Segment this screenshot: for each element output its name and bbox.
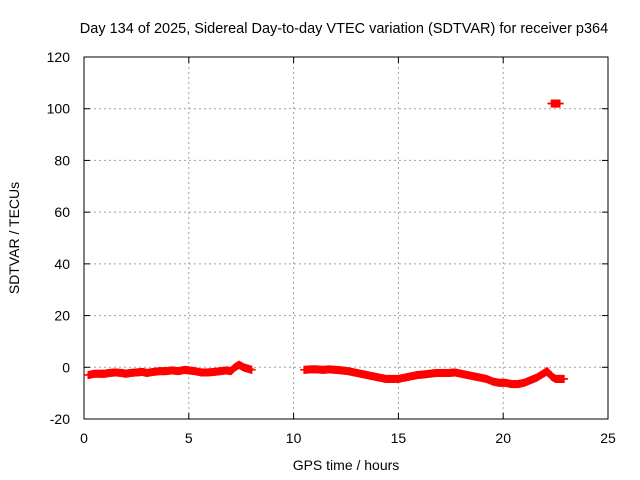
data-points: [84, 99, 568, 389]
data-point: [555, 99, 564, 108]
y-tick-label: 80: [54, 152, 70, 168]
y-tick-label: 120: [47, 49, 71, 65]
y-tick-label: 40: [54, 256, 70, 272]
x-axis-label: GPS time / hours: [293, 457, 400, 473]
y-tick-label: 100: [47, 101, 71, 117]
x-tick-label: 5: [185, 430, 193, 446]
x-tick-label: 10: [286, 430, 302, 446]
y-tick-label: 0: [62, 359, 70, 375]
y-tick-label: 20: [54, 308, 70, 324]
data-point: [559, 374, 568, 383]
y-axis-label: SDTVAR / TECUs: [6, 182, 22, 294]
data-point: [247, 365, 256, 374]
y-tick-label: -20: [50, 411, 70, 427]
x-tick-label: 20: [495, 430, 511, 446]
axis-ticks: 0 5 10 15 20 25 -20 0 20 40 60 80 100 120: [47, 49, 616, 446]
x-tick-label: 0: [80, 430, 88, 446]
grid-lines: [84, 57, 608, 419]
y-tick-label: 60: [54, 204, 70, 220]
x-tick-label: 25: [600, 430, 616, 446]
plot-area-border: [83, 56, 609, 420]
chart-title: Day 134 of 2025, Sidereal Day-to-day VTE…: [80, 21, 608, 37]
x-tick-label: 15: [391, 430, 407, 446]
